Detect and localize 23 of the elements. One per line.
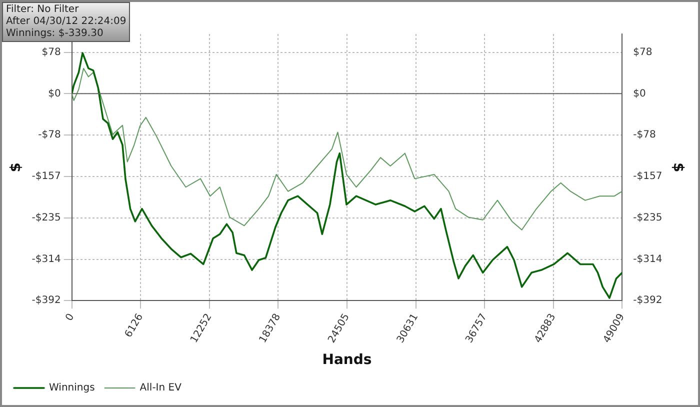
y-tick-label: -$314 <box>32 254 61 266</box>
y-axis-title: $ <box>8 162 24 172</box>
y2-tick-label: -$78 <box>633 129 656 140</box>
x-tick-label: 0 <box>64 312 77 323</box>
annotation: Winnings: $-339.30 <box>6 28 104 40</box>
y2-axis-title: $ <box>670 162 686 172</box>
y-tick-label: $78 <box>42 47 61 58</box>
y-tick-label: $0 <box>48 88 61 100</box>
y-tick-label: -$78 <box>38 129 61 140</box>
y2-tick-label: $78 <box>633 47 652 58</box>
x-axis-title: Hands <box>322 352 372 368</box>
y2-tick-label: -$235 <box>633 212 662 224</box>
y2-tick-label: -$157 <box>633 171 662 182</box>
y-tick-label: -$235 <box>32 212 61 224</box>
y2-tick-label: $0 <box>633 88 646 100</box>
legend-label: All-In EV <box>140 382 182 394</box>
y2-tick-label: -$314 <box>633 254 662 266</box>
text: After 04/30/12 22:24:09 <box>6 16 126 28</box>
y-tick-label: -$392 <box>32 295 61 306</box>
text: Filter: No Filter <box>6 4 80 16</box>
y-tick-label: -$157 <box>32 171 61 182</box>
y2-tick-label: -$392 <box>633 295 662 306</box>
legend-label: Winnings <box>49 382 95 394</box>
